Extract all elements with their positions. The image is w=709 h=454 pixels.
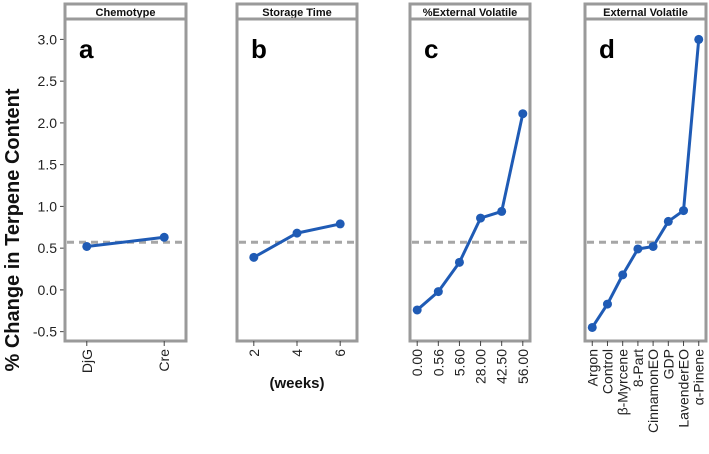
data-point [633, 244, 643, 254]
panel-a: Chemotype a DjG Cre [63, 2, 188, 373]
y-tick-label: -0.5 [33, 324, 57, 340]
data-point [82, 241, 92, 251]
panel-c: %External Volatile c 0.00 0.56 5.60 28.00 42.5… [408, 2, 532, 384]
x-tick-label: LavenderEO [676, 349, 692, 428]
x-tick-label: Argon [584, 349, 600, 386]
panel-letter: b [251, 34, 267, 64]
y-tick-label: 2.0 [38, 115, 58, 131]
data-point [648, 241, 658, 251]
x-tick-label: 56.00 [515, 349, 531, 384]
x-tick-label: α-Pinene [691, 349, 707, 406]
y-tick-label: 0.0 [38, 282, 58, 298]
x-axis-title: (weeks) [269, 375, 324, 392]
panel-b: Storage Time b 2 4 6 (weeks) [235, 2, 359, 392]
y-tick-label: 0.5 [38, 240, 58, 256]
x-tick-label: 0.56 [430, 349, 446, 376]
data-point [602, 299, 612, 309]
series-line [86, 235, 165, 248]
x-tick-label: CinnamonEO [645, 349, 661, 433]
x-tick-label: 2 [246, 349, 262, 357]
panel-frame [408, 17, 532, 343]
data-point [412, 305, 422, 315]
x-tick-label: 6 [332, 349, 348, 357]
facet-strip-title: External Volatile [603, 7, 688, 19]
x-tick-label: DjG [79, 349, 95, 373]
x-tick-label: GDP [660, 349, 676, 379]
data-point [618, 270, 628, 280]
panel-d: External Volatile d Argon Control β-Myrcene 8… [583, 2, 708, 433]
y-axis-ticks: 3.0 2.5 2.0 1.5 1.0 0.5 0.0 -0.5 [33, 31, 65, 340]
x-tick-label: Cre [156, 349, 172, 372]
data-point [159, 232, 169, 242]
data-point [497, 206, 507, 216]
data-point [476, 213, 486, 223]
data-point [249, 252, 259, 262]
y-tick-label: 3.0 [38, 31, 58, 47]
y-tick-label: 1.5 [38, 157, 58, 173]
data-point [433, 287, 443, 297]
panels: Chemotype a DjG Cre Storage Time b 2 4 6 (weeks)%… [63, 2, 708, 433]
panel-frame [63, 17, 188, 343]
panel-frame [235, 17, 359, 343]
x-tick-label: 42.50 [494, 349, 510, 384]
data-point [454, 257, 464, 267]
x-tick-label: 8-Part [630, 349, 646, 387]
panel-letter: a [79, 34, 94, 64]
data-point [292, 228, 302, 238]
x-tick-label: 28.00 [473, 349, 489, 384]
x-tick-label: Control [599, 349, 615, 394]
data-point [694, 34, 704, 44]
panel-letter: c [424, 34, 438, 64]
x-tick-label: 4 [289, 349, 305, 357]
x-tick-label: 0.00 [409, 349, 425, 376]
data-point [587, 322, 597, 332]
x-tick-label: 5.60 [451, 349, 467, 376]
panel-frame [583, 17, 708, 343]
data-point [663, 216, 673, 226]
data-point [679, 206, 689, 216]
y-tick-label: 2.5 [38, 73, 58, 89]
facet-strip-title: Chemotype [96, 7, 156, 19]
data-point [518, 109, 528, 119]
data-point [335, 219, 345, 229]
panel-letter: d [599, 34, 615, 64]
x-tick-label: β-Myrcene [615, 349, 631, 416]
facet-strip-title: Storage Time [262, 7, 332, 19]
facet-strip-title: %External Volatile [423, 7, 518, 19]
y-axis-title-group: % Change in Terpene Content [2, 88, 24, 371]
series-line [416, 113, 525, 312]
y-tick-label: 1.0 [38, 198, 58, 214]
y-axis-title: % Change in Terpene Content [2, 88, 24, 371]
